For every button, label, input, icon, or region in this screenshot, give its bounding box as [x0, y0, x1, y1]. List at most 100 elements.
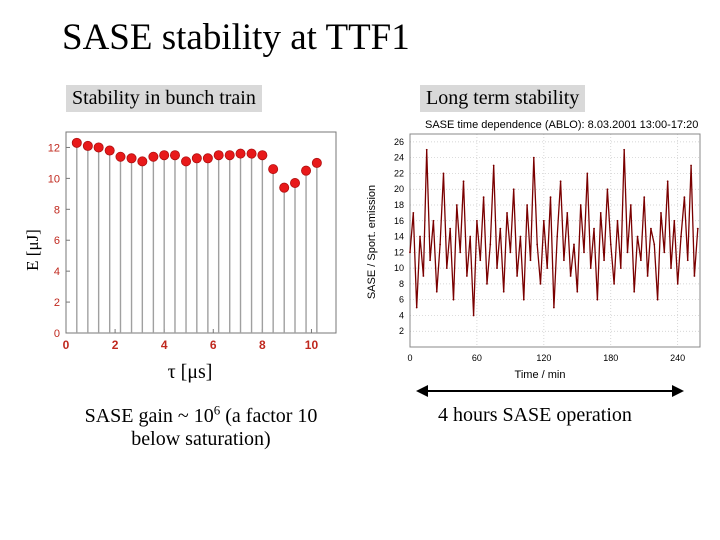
right-y-tick-label: 20	[394, 184, 404, 194]
energy-point	[202, 153, 213, 164]
sase-signal-point	[516, 275, 518, 277]
sase-signal-point	[425, 148, 428, 151]
sase-signal-point	[589, 267, 592, 270]
sase-signal-point	[633, 290, 636, 293]
sase-signal-point	[586, 172, 589, 175]
left-x-tick-label: 4	[161, 338, 168, 352]
long-term-chart: SASE time dependence (ABLO): 8.03.2001 1…	[366, 119, 701, 381]
right-plot-frame	[409, 133, 701, 348]
right-chart-title: SASE time dependence (ABLO): 8.03.2001 1…	[425, 119, 698, 131]
right-y-tick-label: 4	[399, 310, 404, 320]
sase-signal-point	[445, 267, 448, 270]
sase-signal-point	[439, 243, 442, 246]
sase-signal-point	[646, 275, 649, 277]
right-y-tick-label: 12	[394, 247, 404, 257]
sase-signal-point	[409, 251, 411, 254]
sase-signal-point	[435, 290, 438, 293]
left-x-tick-label: 0	[63, 338, 70, 352]
sase-signal-point	[465, 275, 468, 277]
sase-signal-point	[536, 243, 539, 246]
sase-signal-point	[596, 298, 599, 301]
sase-signal-point	[603, 259, 605, 262]
sase-signal-point	[683, 196, 686, 199]
sase-signal-point	[469, 235, 472, 238]
right-x-tick-label: 120	[536, 353, 551, 363]
left-y-tick-label: 2	[54, 297, 60, 309]
sase-signal-point	[643, 196, 646, 199]
sase-signal-point	[619, 267, 622, 270]
energy-point	[290, 178, 301, 189]
energy-point	[93, 142, 104, 153]
sase-signal-point	[666, 180, 669, 183]
sase-signal-point	[559, 180, 562, 183]
sase-signal-point	[660, 211, 662, 214]
right-y-axis-label: SASE / Sport. emission	[366, 185, 378, 299]
right-caption: 4 hours SASE operation	[438, 404, 632, 426]
left-section-label: Stability in bunch train	[66, 85, 262, 112]
energy-point	[311, 157, 322, 168]
sase-signal-point	[452, 298, 455, 301]
right-y-tick-label: 18	[394, 200, 404, 210]
left-y-tick-label: 0	[54, 328, 60, 340]
sase-signal-point	[579, 204, 582, 206]
sase-signal-point	[599, 211, 602, 214]
sase-signal-line	[409, 149, 699, 316]
energy-point	[246, 148, 257, 159]
left-caption-text: SASE gain ~ 10	[84, 405, 214, 427]
right-x-axis-title: Time / min	[515, 369, 566, 381]
energy-point	[224, 150, 235, 161]
sase-signal-point	[563, 259, 565, 262]
sase-signal-point	[623, 148, 626, 151]
sase-signal-point	[686, 259, 689, 262]
sase-signal-point	[636, 235, 639, 238]
left-y-axis-label: E [μJ]	[23, 229, 42, 271]
energy-point	[115, 151, 126, 162]
sase-signal-point	[693, 275, 696, 277]
sase-signal-point	[573, 243, 575, 246]
sase-signal-point	[449, 227, 452, 230]
sase-signal-point	[472, 314, 475, 317]
energy-point	[268, 164, 279, 175]
energy-point	[169, 150, 180, 161]
sase-signal-point	[552, 306, 555, 309]
sase-signal-point	[696, 227, 699, 230]
right-x-tick-label: 0	[407, 353, 412, 363]
sase-signal-point	[442, 172, 445, 175]
sase-signal-point	[680, 235, 682, 238]
sase-signal-point	[609, 243, 612, 246]
right-y-tick-label: 14	[394, 232, 404, 242]
right-y-tick-label: 26	[394, 137, 404, 147]
right-y-tick-label: 8	[399, 279, 404, 289]
sase-signal-point	[613, 282, 616, 285]
right-y-tick-label: 10	[394, 263, 404, 273]
sase-signal-point	[522, 298, 525, 301]
right-x-tick-label: 180	[603, 353, 618, 363]
right-x-tick-label: 240	[670, 353, 685, 363]
sase-signal-point	[519, 235, 522, 238]
sase-signal-point	[529, 259, 532, 262]
sase-signal-point	[690, 164, 692, 167]
sase-signal-point	[462, 180, 465, 183]
sase-signal-point	[626, 251, 629, 254]
energy-point	[181, 156, 192, 167]
left-x-tick-label: 10	[305, 338, 319, 352]
left-y-tick-label: 6	[54, 235, 60, 247]
energy-point	[257, 150, 268, 161]
left-x-tick-label: 8	[259, 338, 266, 352]
sase-signal-point	[455, 204, 458, 206]
sase-signal-point	[526, 204, 529, 206]
sase-signal-point	[576, 290, 579, 293]
sase-signal-point	[656, 298, 659, 301]
sase-signal-point	[422, 275, 425, 277]
sase-signal-point	[606, 188, 609, 191]
energy-point	[148, 151, 159, 162]
energy-point	[235, 148, 246, 159]
left-caption-text-cont: (a factor 10	[220, 405, 318, 427]
right-y-tick-label: 24	[394, 153, 404, 163]
left-x-tick-label: 6	[210, 338, 217, 352]
right-y-tick-label: 16	[394, 216, 404, 226]
left-y-axis-title: E [μJ]	[23, 229, 42, 271]
sase-signal-point	[569, 275, 572, 277]
right-y-axis-title: SASE / Sport. emission	[366, 185, 378, 299]
right-x-tick-label: 60	[472, 353, 482, 363]
